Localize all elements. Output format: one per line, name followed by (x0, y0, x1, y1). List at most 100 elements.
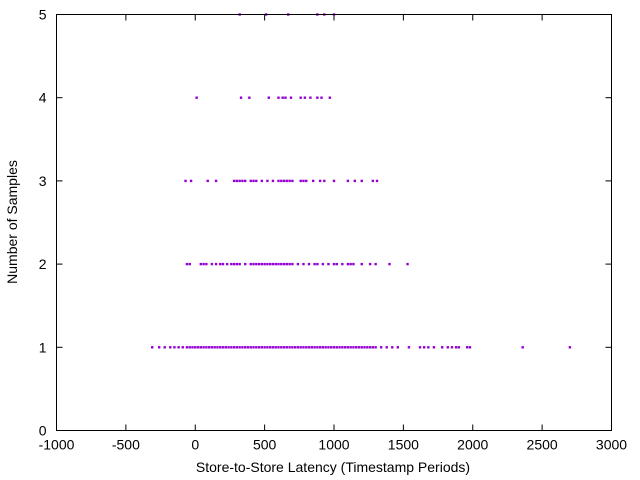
data-point (441, 346, 444, 349)
data-point (335, 262, 338, 266)
data-point (432, 346, 436, 349)
data-point (291, 262, 294, 266)
x-tick-label: 2000 (457, 437, 488, 453)
data-point (288, 346, 291, 349)
data-point (207, 346, 211, 349)
data-point (191, 346, 194, 349)
data-point (368, 262, 372, 266)
data-point (307, 262, 311, 266)
y-tick-label: 0 (39, 423, 47, 439)
data-point (216, 346, 219, 349)
data-point (288, 179, 291, 183)
data-point (311, 179, 315, 183)
y-tick-label: 1 (39, 339, 47, 355)
plot-frame (56, 14, 612, 431)
data-point (299, 346, 302, 349)
data-point (302, 179, 305, 183)
data-point (284, 96, 287, 99)
data-point (321, 262, 325, 266)
data-point (289, 96, 293, 99)
data-point (257, 346, 261, 349)
data-point (360, 262, 363, 266)
data-point (268, 346, 272, 349)
data-point (263, 262, 266, 266)
data-points (151, 13, 572, 349)
data-point (521, 346, 524, 349)
data-point (332, 262, 336, 266)
data-point (396, 346, 400, 349)
data-point (177, 346, 180, 349)
data-point (206, 179, 209, 183)
data-point (266, 346, 269, 349)
data-point (332, 346, 336, 349)
data-point (244, 262, 247, 266)
data-point (280, 346, 283, 349)
data-point (363, 346, 366, 349)
data-point (257, 262, 261, 266)
y-tick-label: 2 (39, 256, 47, 272)
data-point (335, 346, 338, 349)
data-point (282, 262, 286, 266)
data-point (352, 262, 355, 266)
data-point (213, 346, 216, 349)
data-point (360, 179, 363, 183)
data-point (235, 346, 239, 349)
data-point (241, 179, 244, 183)
data-point (210, 346, 214, 349)
data-point (219, 346, 222, 349)
data-point (255, 179, 258, 183)
data-point (328, 96, 332, 99)
data-point (277, 346, 280, 349)
data-point (346, 346, 350, 349)
y-axis-label: Number of Samples (4, 160, 20, 284)
data-point (313, 262, 316, 266)
data-point (371, 179, 375, 183)
data-point (341, 346, 344, 349)
data-point (338, 346, 341, 349)
data-point (288, 262, 291, 266)
data-point (285, 346, 289, 349)
data-point (266, 179, 269, 183)
data-point (349, 262, 352, 266)
data-point (360, 346, 363, 349)
data-point (305, 179, 308, 183)
x-tick-label: 1000 (318, 437, 349, 453)
data-point (310, 346, 313, 349)
data-point (202, 346, 205, 349)
x-tick-label: -1000 (39, 437, 75, 453)
data-point (374, 262, 377, 266)
data-point (188, 262, 191, 266)
data-point (457, 346, 461, 349)
data-point (281, 96, 284, 99)
data-point (151, 346, 154, 349)
data-point (309, 96, 312, 99)
axis-ticks (56, 14, 612, 431)
data-point (246, 346, 250, 349)
data-point (274, 346, 277, 349)
data-point (241, 346, 244, 349)
data-point (202, 262, 205, 266)
data-point (244, 179, 247, 183)
data-point (271, 179, 275, 183)
data-point (185, 262, 189, 266)
data-point (266, 262, 269, 266)
data-point (316, 346, 319, 349)
data-point (280, 262, 283, 266)
data-point (368, 346, 372, 349)
data-point (296, 262, 300, 266)
tick-labels: -1000 -500 0 500 1000 1500 2000 2500 3000 0 1 2 3 4 5 (39, 7, 628, 453)
data-point (199, 346, 202, 349)
data-point (418, 346, 422, 349)
data-point (181, 346, 184, 349)
data-point (227, 346, 230, 349)
data-point (343, 346, 347, 349)
data-point (268, 262, 272, 266)
data-point (323, 179, 326, 183)
data-point (255, 346, 258, 349)
data-point (271, 262, 275, 266)
data-point (232, 179, 236, 183)
data-point (316, 96, 319, 99)
data-point (568, 346, 572, 349)
data-point (355, 346, 358, 349)
